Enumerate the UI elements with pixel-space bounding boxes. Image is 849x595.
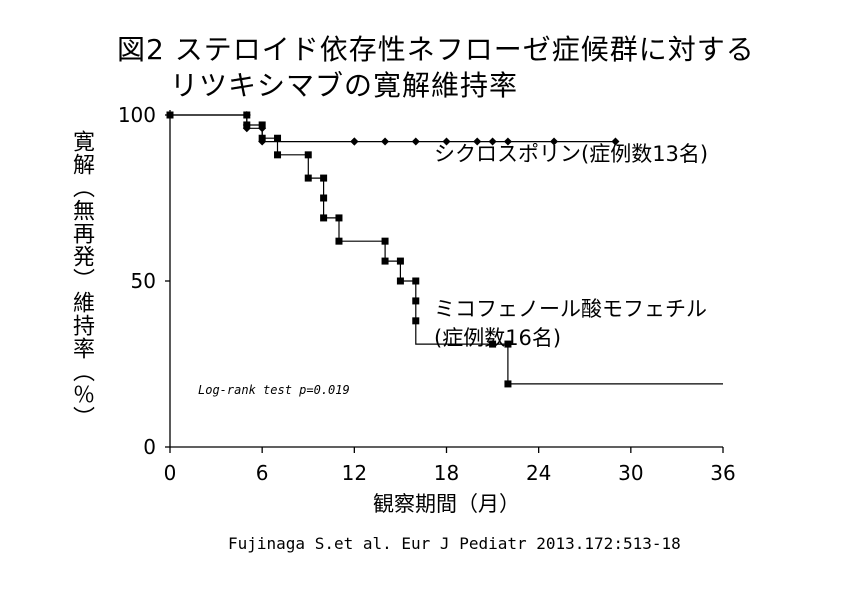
series-marker-square <box>381 257 389 265</box>
series-marker-diamond <box>381 137 390 146</box>
series-marker-square <box>304 174 312 182</box>
series-marker-square <box>320 194 328 202</box>
series-marker-diamond <box>611 137 620 146</box>
y-tick-label: 100 <box>118 103 156 127</box>
series-marker-square <box>304 151 312 159</box>
series-line-1 <box>170 114 723 385</box>
series-marker-square <box>412 317 420 325</box>
series-marker-diamond <box>442 137 451 146</box>
series-marker-square <box>335 214 343 222</box>
y-tick-label: 50 <box>131 269 156 293</box>
series-marker-diamond <box>503 137 512 146</box>
series-marker-square <box>320 174 328 182</box>
series-marker-square <box>504 380 512 388</box>
series-layer <box>166 111 723 388</box>
series-label-mmf-line2: (症例数16名) <box>434 326 561 350</box>
series-marker-diamond <box>488 137 497 146</box>
series-label-ciclosporin: シクロスポリン(症例数13名) <box>434 142 708 166</box>
series-marker-diamond <box>350 137 359 146</box>
series-marker-square <box>274 134 282 142</box>
series-marker-square <box>412 277 420 285</box>
chart-title-line1: 図2 ステロイド依存性ネフローゼ症候群に対する <box>117 33 755 66</box>
chart-title-line2: リツキシマブの寛解維持率 <box>170 69 519 102</box>
series-marker-square <box>396 257 404 265</box>
axes: 0 6 12 18 24 30 36 0 50 100 <box>118 103 736 485</box>
x-tick-label: 18 <box>434 461 459 485</box>
x-tick-label: 12 <box>342 461 367 485</box>
y-axis-label: 寛解（無再発）維持率（％） <box>69 130 94 429</box>
x-tick-label: 36 <box>710 461 735 485</box>
citation: Fujinaga S.et al. Eur J Pediatr 2013.172… <box>228 534 681 553</box>
series-marker-square <box>412 297 420 305</box>
x-tick-label: 0 <box>164 461 177 485</box>
x-tick-label: 24 <box>526 461 551 485</box>
x-axis-label: 観察期間（月） <box>373 492 520 516</box>
series-marker-square <box>243 121 251 129</box>
y-tick-label: 0 <box>143 435 156 459</box>
series-marker-square <box>274 151 282 159</box>
x-tick-label: 30 <box>618 461 643 485</box>
series-marker-square <box>258 121 266 129</box>
series-marker-diamond <box>411 137 420 146</box>
series-marker-square <box>335 237 343 245</box>
series-marker-diamond <box>473 137 482 146</box>
series-line-0 <box>170 114 616 143</box>
series-marker-square <box>381 237 389 245</box>
series-marker-square <box>396 277 404 285</box>
series-marker-square <box>489 340 497 348</box>
series-marker-square <box>320 214 328 222</box>
series-marker-square <box>243 111 251 119</box>
series-label-mmf-line1: ミコフェノール酸モフェチル <box>434 297 707 321</box>
series-marker-square <box>504 340 512 348</box>
series-marker-square <box>166 111 174 119</box>
x-tick-label: 6 <box>256 461 269 485</box>
logrank-annotation: Log-rank test p=0.019 <box>198 383 350 397</box>
series-marker-square <box>258 134 266 142</box>
series-marker-diamond <box>550 137 559 146</box>
